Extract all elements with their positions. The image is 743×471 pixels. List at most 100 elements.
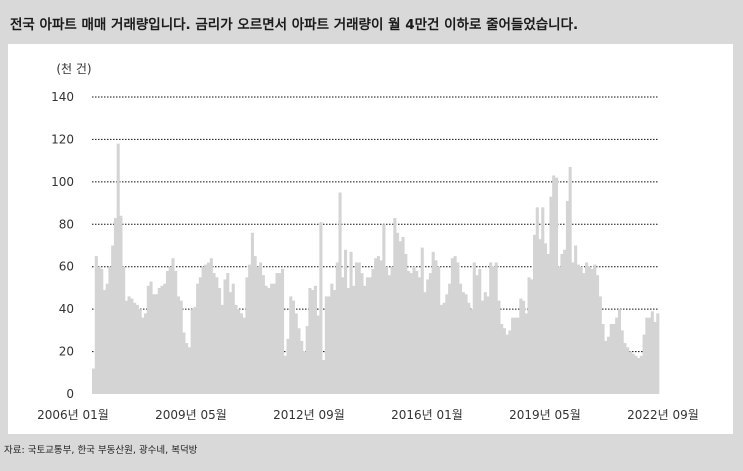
bar xyxy=(428,273,432,394)
bar xyxy=(612,323,616,394)
bar xyxy=(409,273,413,394)
bar xyxy=(415,270,419,394)
bar xyxy=(437,266,441,394)
bar xyxy=(626,347,630,394)
bar xyxy=(568,167,572,394)
bar xyxy=(94,256,98,394)
bar xyxy=(470,309,474,394)
bar xyxy=(278,273,282,394)
bar xyxy=(190,309,194,394)
bar xyxy=(439,304,443,394)
bar xyxy=(464,294,468,394)
bar xyxy=(226,273,230,394)
bar xyxy=(119,215,123,394)
bar xyxy=(152,294,156,394)
bar xyxy=(174,270,178,394)
bar xyxy=(157,287,161,394)
bar xyxy=(289,296,293,394)
bar xyxy=(598,296,602,394)
bar xyxy=(330,283,334,394)
bar xyxy=(552,175,556,394)
bar xyxy=(316,315,320,394)
bar xyxy=(108,266,112,394)
bar xyxy=(212,273,216,394)
bar xyxy=(480,300,485,394)
bar xyxy=(286,338,290,394)
bar xyxy=(516,317,520,394)
bar xyxy=(248,264,252,394)
x-tick-label: 2016년 01월 xyxy=(391,408,463,422)
y-tick-label: 120 xyxy=(51,132,74,146)
bar xyxy=(593,264,597,394)
bar xyxy=(650,311,654,394)
bar xyxy=(231,283,235,394)
y-tick-label: 0 xyxy=(66,387,74,401)
bar xyxy=(111,245,115,394)
y-axis: 0 20 40 60 80 100 120 140 xyxy=(51,90,74,401)
bar xyxy=(445,294,449,394)
bar xyxy=(365,277,369,394)
bars-layer xyxy=(92,143,660,394)
bar xyxy=(275,273,279,394)
bar xyxy=(179,300,183,394)
bar xyxy=(113,217,117,394)
bar xyxy=(149,281,153,394)
bar xyxy=(97,266,101,394)
bar xyxy=(601,323,605,394)
bar xyxy=(185,343,189,394)
bar xyxy=(168,266,172,394)
bar xyxy=(617,309,621,394)
bar xyxy=(354,262,359,394)
bar xyxy=(371,268,375,394)
bar xyxy=(571,262,575,394)
bar xyxy=(322,360,326,394)
bar xyxy=(574,245,578,394)
y-tick-label: 20 xyxy=(59,345,74,359)
bar xyxy=(456,262,460,394)
source-note: 자료: 국토교통부, 한국 부동산원, 광수네, 복덕방 xyxy=(4,445,198,456)
bar xyxy=(344,249,348,394)
bar xyxy=(541,207,545,394)
bar xyxy=(500,323,504,394)
y-tick-label: 140 xyxy=(51,90,74,104)
bar xyxy=(628,351,632,394)
bar xyxy=(513,317,517,394)
bar xyxy=(390,266,394,394)
bar xyxy=(163,283,167,394)
bar xyxy=(634,355,638,394)
bar xyxy=(557,266,561,394)
bar xyxy=(398,241,402,394)
x-tick-label: 2019년 05월 xyxy=(509,408,581,422)
bar xyxy=(656,313,660,394)
bar xyxy=(352,285,356,394)
bar xyxy=(401,237,405,394)
bar xyxy=(155,294,159,394)
bar xyxy=(327,296,331,394)
x-tick-label: 2006년 01월 xyxy=(37,408,109,422)
bar xyxy=(105,283,109,394)
bar-chart: (천 건) 0 20 40 60 80 100 120 140 2006년 01월 2009년 … xyxy=(37,61,699,422)
bar xyxy=(546,253,550,394)
bar xyxy=(519,298,523,394)
bar xyxy=(250,232,254,394)
bar xyxy=(196,283,200,394)
bar xyxy=(144,313,148,394)
bar xyxy=(308,287,312,394)
x-tick-label: 2009년 05월 xyxy=(155,408,227,422)
bar xyxy=(489,262,493,394)
bar xyxy=(412,266,416,394)
bar xyxy=(242,317,246,394)
bar xyxy=(535,207,539,394)
bar xyxy=(653,321,657,394)
bar xyxy=(590,268,594,394)
bar xyxy=(376,256,380,394)
bar xyxy=(198,277,202,394)
bar xyxy=(335,262,339,394)
bar xyxy=(639,355,643,394)
bar xyxy=(204,264,208,394)
x-axis: 2006년 01월 2009년 05월 2012년 09월 2016년 01월 2019… xyxy=(37,408,699,422)
bar xyxy=(305,326,309,394)
bar xyxy=(138,309,142,394)
bar xyxy=(442,302,446,394)
